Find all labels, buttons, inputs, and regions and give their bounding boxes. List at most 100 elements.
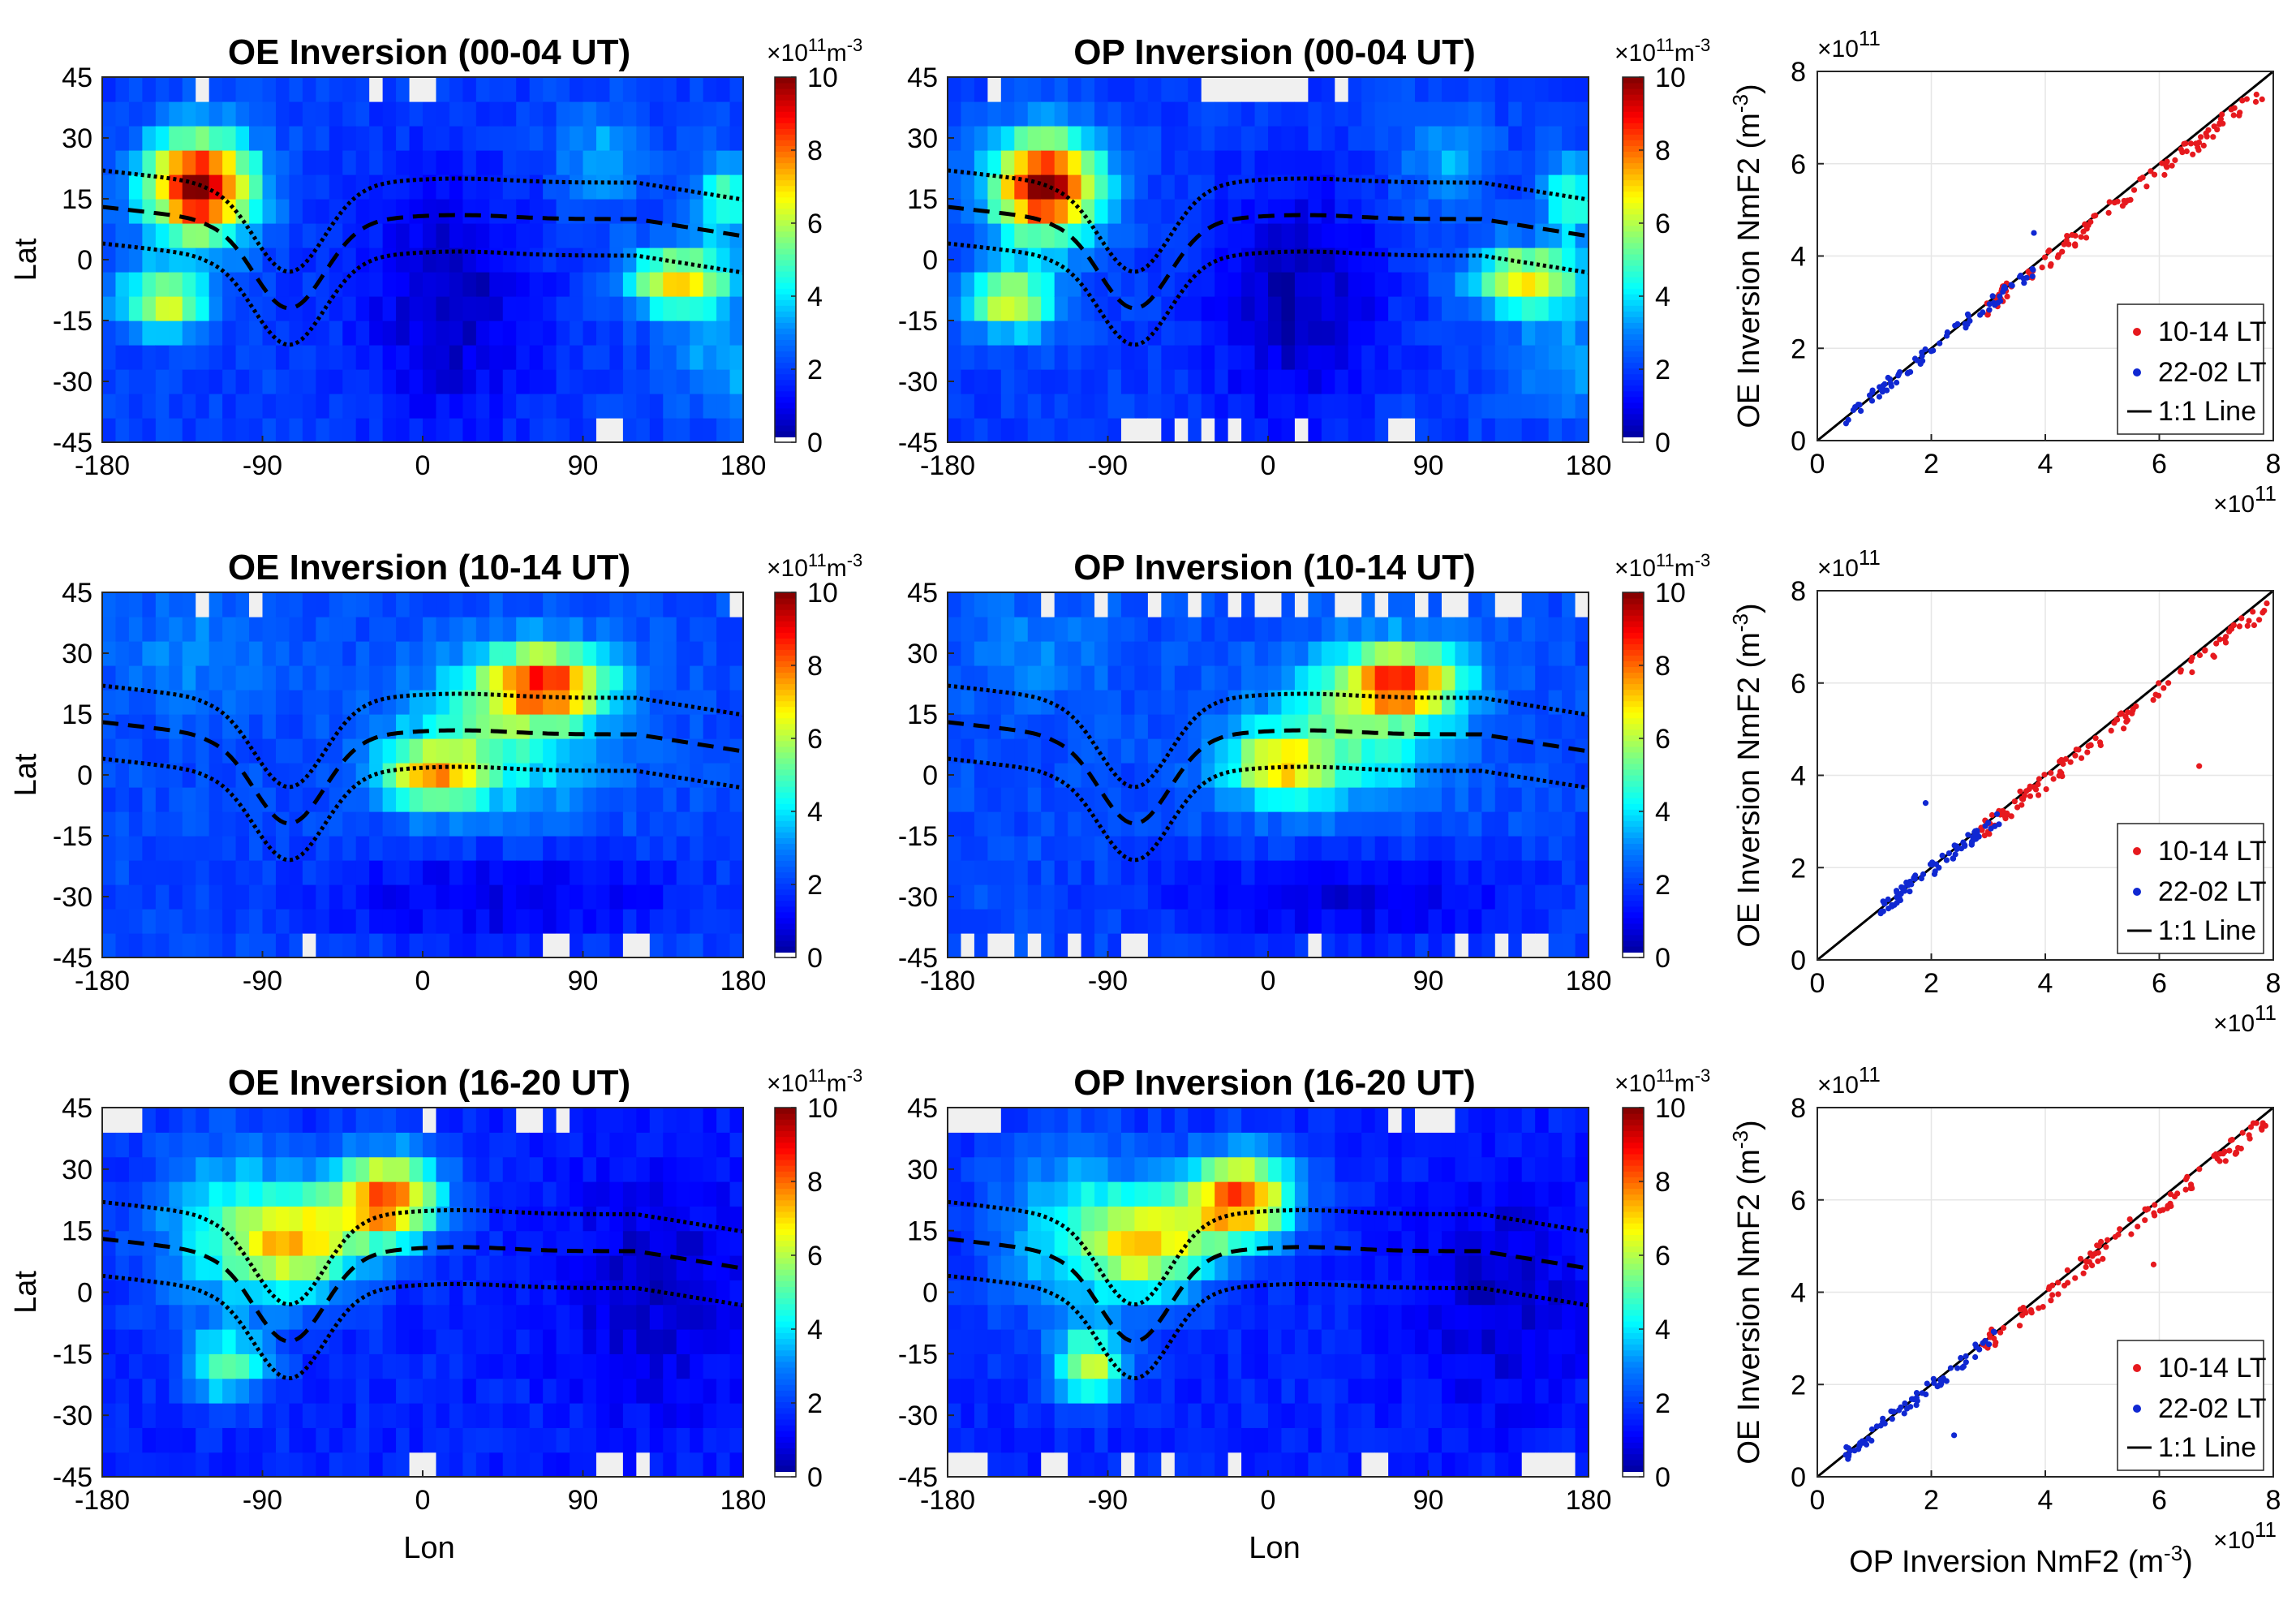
heatmap-cell <box>1134 199 1149 224</box>
heatmap-cell <box>423 714 437 739</box>
heatmap-cell <box>1428 860 1443 885</box>
heatmap-cell <box>423 811 437 837</box>
heatmap-cell <box>1254 369 1269 394</box>
heatmap-cell <box>987 592 1002 617</box>
heatmap-cell <box>1027 836 1042 861</box>
heatmap-cell <box>1014 1230 1029 1256</box>
heatmap-cell <box>1428 247 1443 273</box>
heatmap-cell <box>342 101 357 127</box>
heatmap-cell <box>516 1403 531 1428</box>
heatmap-cell <box>182 1403 196 1428</box>
heatmap-cell <box>102 592 117 617</box>
heatmap-cell <box>622 345 637 370</box>
heatmap-cell <box>115 126 130 151</box>
heatmap-cell <box>1147 1378 1162 1404</box>
heatmap-cell <box>423 641 437 666</box>
heatmap-cell <box>1494 150 1509 175</box>
heatmap-cell <box>475 101 490 127</box>
heatmap-cell <box>396 1378 411 1404</box>
heatmap-cell <box>556 763 570 788</box>
heatmap-cell <box>1481 909 1496 934</box>
heatmap-cell <box>961 592 975 617</box>
heatmap-cell <box>209 592 223 617</box>
scatter-point <box>2023 788 2030 794</box>
y-tick-label: 6 <box>1791 669 1806 699</box>
heatmap-cell <box>1014 272 1029 297</box>
heatmap-cell <box>1068 665 1082 691</box>
heatmap-cell <box>1575 321 1589 346</box>
heatmap-cell <box>396 369 411 394</box>
scatter-point <box>1971 828 1979 834</box>
heatmap-cell <box>1000 1206 1015 1232</box>
heatmap-cell <box>516 884 531 910</box>
heatmap-cell <box>209 247 223 273</box>
heatmap-cell <box>142 247 157 273</box>
heatmap-cell <box>182 1452 196 1478</box>
heatmap-cell <box>583 1108 597 1133</box>
scatter-point <box>2085 742 2092 750</box>
heatmap-cell <box>235 1353 250 1379</box>
heatmap-cell <box>1215 296 1229 321</box>
colorbar-cell <box>1623 168 1644 175</box>
heatmap-cell <box>1107 617 1122 642</box>
heatmap-cell <box>1147 884 1162 910</box>
heatmap-cell <box>222 1280 237 1306</box>
heatmap-cell <box>622 1156 637 1182</box>
heatmap-cell <box>382 369 397 394</box>
heatmap-cell <box>570 1353 584 1379</box>
heatmap-cell <box>1014 296 1029 321</box>
heatmap-cell <box>169 617 183 642</box>
heatmap-cell <box>316 811 330 837</box>
heatmap-cell <box>987 860 1002 885</box>
heatmap-cell <box>583 884 597 910</box>
colorbar-cell <box>1623 111 1644 118</box>
heatmap-cell <box>262 933 277 958</box>
heatmap-cell <box>142 665 157 691</box>
heatmap-cell <box>449 174 463 200</box>
heatmap-cell <box>302 592 316 617</box>
heatmap-cell <box>1201 641 1215 666</box>
heatmap-cell <box>169 787 183 812</box>
heatmap-cell <box>1308 296 1322 321</box>
colorbar-cell <box>1623 373 1644 381</box>
heatmap-cell <box>222 884 237 910</box>
heatmap-cell <box>1281 223 1296 248</box>
heatmap-cell <box>289 1403 303 1428</box>
colorbar-cell <box>1623 717 1644 725</box>
heatmap-cell <box>1014 345 1029 370</box>
heatmap-cell <box>1481 101 1496 127</box>
heatmap-cell <box>196 933 210 958</box>
heatmap-cell <box>583 1206 597 1232</box>
heatmap-cell <box>489 617 504 642</box>
heatmap-cell <box>1441 909 1456 934</box>
heatmap-cell <box>502 1255 517 1280</box>
heatmap-cell <box>1161 418 1176 443</box>
heatmap-cell <box>169 884 183 910</box>
heatmap-cell <box>329 1427 343 1453</box>
scatter-point <box>1885 374 1891 381</box>
colorbar-cell <box>1623 396 1644 403</box>
heatmap-cell <box>289 690 303 715</box>
heatmap-cell <box>1268 1378 1283 1404</box>
heatmap-cell <box>1294 101 1309 127</box>
heatmap-cell <box>649 641 664 666</box>
heatmap-cell <box>1294 272 1309 297</box>
heatmap-cell <box>1268 738 1283 764</box>
colorbar-cell <box>1623 202 1644 209</box>
heatmap-cell <box>462 345 477 370</box>
heatmap-cell <box>1441 321 1456 346</box>
heatmap-cell <box>1054 933 1068 958</box>
heatmap-cell <box>369 418 384 443</box>
heatmap-cell <box>128 1304 143 1330</box>
heatmap-cell <box>169 836 183 861</box>
heatmap-cell <box>1094 150 1109 175</box>
heatmap-cell <box>1321 394 1335 419</box>
heatmap-cell <box>249 369 264 394</box>
heatmap-cell <box>1094 1452 1109 1478</box>
heatmap-cell <box>142 787 157 812</box>
heatmap-cell <box>115 690 130 715</box>
heatmap-cell <box>570 150 584 175</box>
heatmap-cell <box>115 418 130 443</box>
heatmap-cell <box>249 126 264 151</box>
heatmap-cell <box>1174 150 1189 175</box>
